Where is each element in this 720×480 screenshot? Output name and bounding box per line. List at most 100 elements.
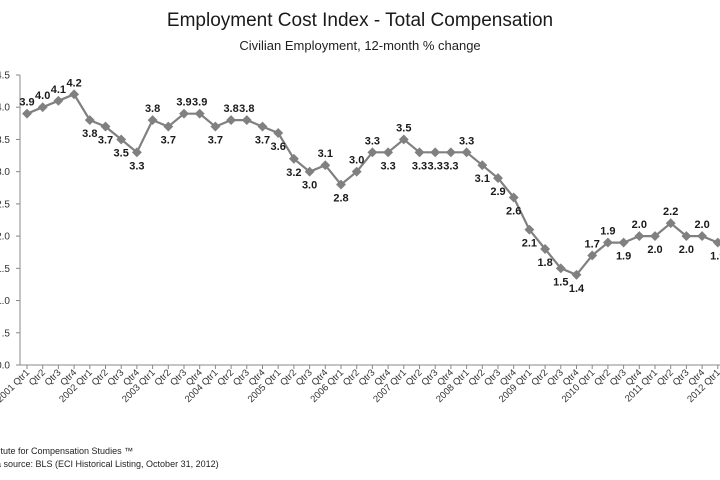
data-point-marker — [650, 231, 660, 242]
data-label: 3.1 — [318, 148, 333, 160]
data-label: 3.0 — [349, 155, 364, 167]
data-point-marker — [618, 237, 629, 248]
data-label: 3.1 — [475, 173, 490, 185]
data-label: 3.8 — [239, 103, 254, 115]
data-point-marker — [241, 115, 252, 126]
data-point-marker — [22, 108, 32, 119]
y-tick-label: 2.0 — [0, 232, 10, 243]
data-label: 1.9 — [616, 251, 631, 263]
data-label: 3.7 — [255, 135, 270, 147]
y-tick-label: 4.5 — [0, 71, 10, 82]
data-point-marker — [540, 244, 551, 254]
data-label: 3.3 — [380, 160, 395, 172]
data-point-marker — [602, 237, 613, 248]
data-point-marker — [304, 166, 315, 177]
y-tick-label: 4.0 — [0, 103, 10, 114]
data-label: 2.1 — [522, 238, 537, 250]
data-label: 3.3 — [412, 160, 427, 172]
data-point-marker — [555, 263, 566, 274]
data-label: 3.5 — [114, 147, 129, 159]
data-label: 3.3 — [428, 160, 443, 172]
data-point-marker — [697, 231, 708, 242]
data-point-marker — [477, 160, 488, 171]
y-tick-label: 0.0 — [0, 361, 10, 372]
data-label: 4.0 — [35, 90, 50, 102]
data-label: 3.9 — [176, 97, 191, 109]
data-point-marker — [524, 224, 535, 235]
data-label: 1.4 — [569, 283, 585, 295]
data-point-marker — [194, 108, 205, 119]
data-point-marker — [226, 115, 237, 126]
footer-institute: titute for Compensation Studies ™ — [0, 446, 134, 456]
data-point-marker — [116, 134, 127, 145]
data-label: 3.3 — [443, 160, 458, 172]
data-label: 3.7 — [98, 135, 113, 147]
data-point-marker — [100, 121, 111, 132]
data-point-marker — [634, 231, 645, 242]
data-label: 1.7 — [585, 238, 600, 250]
data-label: 3.9 — [19, 97, 34, 109]
y-tick-label: 2.5 — [0, 199, 10, 210]
data-point-marker — [288, 153, 299, 164]
data-label: 3.7 — [161, 135, 176, 147]
data-point-marker — [163, 121, 174, 132]
data-label: 2.0 — [632, 219, 647, 231]
data-label: 3.9 — [192, 97, 207, 109]
data-point-marker — [493, 173, 503, 184]
data-point-marker — [257, 121, 268, 132]
data-label: 3.8 — [223, 103, 238, 115]
data-label: 2.2 — [663, 206, 678, 218]
y-tick-label: 3.5 — [0, 135, 10, 146]
chart-title: Employment Cost Index - Total Compensati… — [166, 10, 554, 31]
data-label: 1.5 — [553, 276, 568, 288]
data-point-marker — [147, 115, 158, 126]
y-tick-label: 1.5 — [0, 264, 10, 275]
data-label: 3.6 — [271, 141, 286, 153]
data-point-marker — [53, 95, 64, 106]
data-label: 2.8 — [333, 193, 348, 205]
data-label: 3.8 — [145, 103, 160, 115]
data-point-marker — [367, 147, 378, 158]
data-point-marker — [273, 128, 284, 138]
data-label: 3.3 — [129, 160, 144, 172]
data-point-marker — [508, 192, 519, 203]
data-label: 4.1 — [51, 84, 66, 96]
data-point-marker — [336, 179, 346, 190]
series-line — [26, 92, 720, 277]
y-tick-label: 1.0 — [0, 296, 10, 307]
data-label: 1.9 — [600, 226, 615, 238]
data-point-marker — [351, 166, 362, 177]
data-point-marker — [69, 89, 80, 100]
data-label: 1.9 — [710, 251, 720, 263]
data-point-marker — [179, 108, 189, 119]
data-point-marker — [210, 121, 221, 132]
data-point-marker — [445, 147, 456, 158]
data-point-marker — [84, 115, 95, 126]
data-point-marker — [131, 147, 142, 158]
data-label: 1.8 — [537, 257, 552, 269]
y-tick-label: 3.0 — [0, 167, 10, 178]
data-label: 3.7 — [208, 135, 223, 147]
x-tick-label: 2001 Qtr1 — [0, 367, 32, 405]
data-point-marker — [587, 250, 598, 261]
data-point-marker — [665, 218, 676, 229]
data-point-marker — [37, 102, 48, 113]
data-point-marker — [681, 231, 692, 242]
chart-subtitle: Civilian Employment, 12-month % change — [239, 38, 481, 53]
data-point-marker — [383, 147, 394, 158]
data-point-marker — [414, 147, 425, 158]
footer-data-source: a source: BLS (ECI Historical Listing, O… — [0, 459, 219, 469]
data-point-marker — [320, 160, 331, 171]
data-label: 2.0 — [647, 244, 662, 256]
data-label: 2.6 — [506, 205, 521, 217]
data-point-marker — [712, 237, 720, 248]
data-label: 2.0 — [679, 244, 694, 256]
data-label: 2.9 — [490, 186, 505, 198]
data-point-marker — [430, 147, 441, 158]
data-label: 3.2 — [286, 167, 301, 179]
data-label: 3.3 — [365, 135, 380, 147]
data-label: 2.0 — [694, 219, 709, 231]
data-label: 3.5 — [396, 122, 411, 134]
data-label: 3.0 — [302, 180, 317, 192]
